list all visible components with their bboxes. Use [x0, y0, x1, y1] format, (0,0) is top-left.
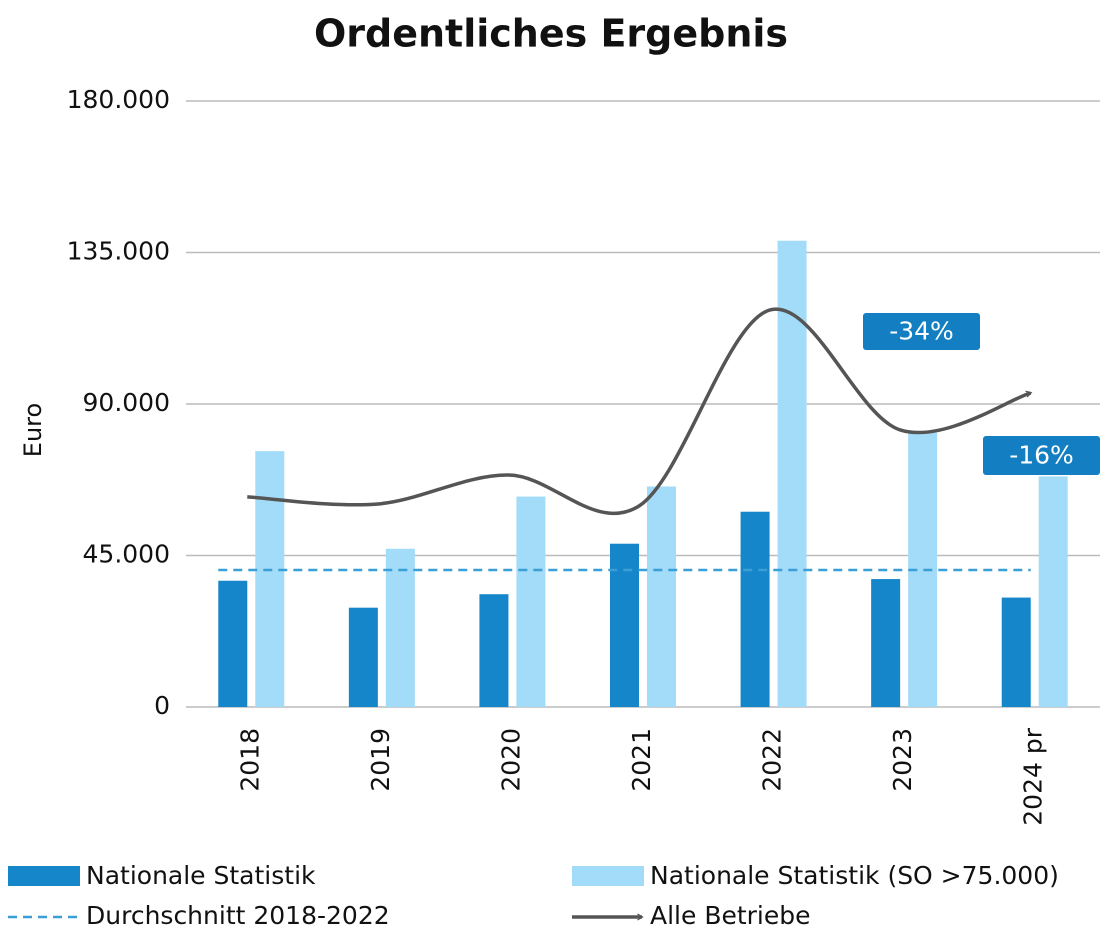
bar [777, 240, 807, 707]
x-tick-label: 2021 [627, 728, 656, 792]
legend-label: Alle Betriebe [650, 901, 811, 930]
bar [385, 548, 415, 707]
bar [647, 486, 676, 707]
y-tick-label: 45.000 [83, 540, 170, 569]
legend-label: Nationale Statistik (SO >75.000) [650, 861, 1059, 890]
annotation-box [863, 313, 980, 350]
x-tick-label: 2022 [758, 728, 787, 792]
x-tick-label: 2018 [235, 728, 264, 792]
x-tick-label: 2019 [366, 728, 395, 792]
chart-title: Ordentliches Ergebnis [314, 12, 788, 56]
x-tick-label: 2024 pr [1019, 727, 1048, 825]
legend-swatch [8, 866, 80, 886]
bar [348, 607, 378, 707]
y-axis-label: Euro [19, 403, 47, 457]
legend-label: Durchschnitt 2018-2022 [86, 901, 390, 930]
bar [1038, 476, 1068, 707]
bar [871, 579, 901, 707]
annotation: -16% [1009, 441, 1074, 470]
y-tick-label: 180.000 [67, 85, 170, 114]
bar [1001, 597, 1031, 707]
legend-label: Nationale Statistik [86, 861, 316, 890]
y-tick-label: 135.000 [67, 237, 170, 266]
bar [218, 580, 248, 707]
bar [255, 451, 285, 707]
bar [610, 543, 639, 707]
bar [740, 511, 770, 707]
annotation: -34% [889, 317, 954, 346]
legend-swatch [572, 866, 644, 886]
x-tick-label: 2020 [496, 728, 525, 792]
bar [516, 496, 546, 707]
annotation-box [983, 436, 1100, 475]
line [247, 307, 1033, 515]
y-tick-label: 90.000 [83, 388, 170, 417]
y-tick-label: 0 [154, 691, 170, 720]
x-tick-label: 2023 [888, 728, 917, 792]
bar [479, 594, 509, 707]
